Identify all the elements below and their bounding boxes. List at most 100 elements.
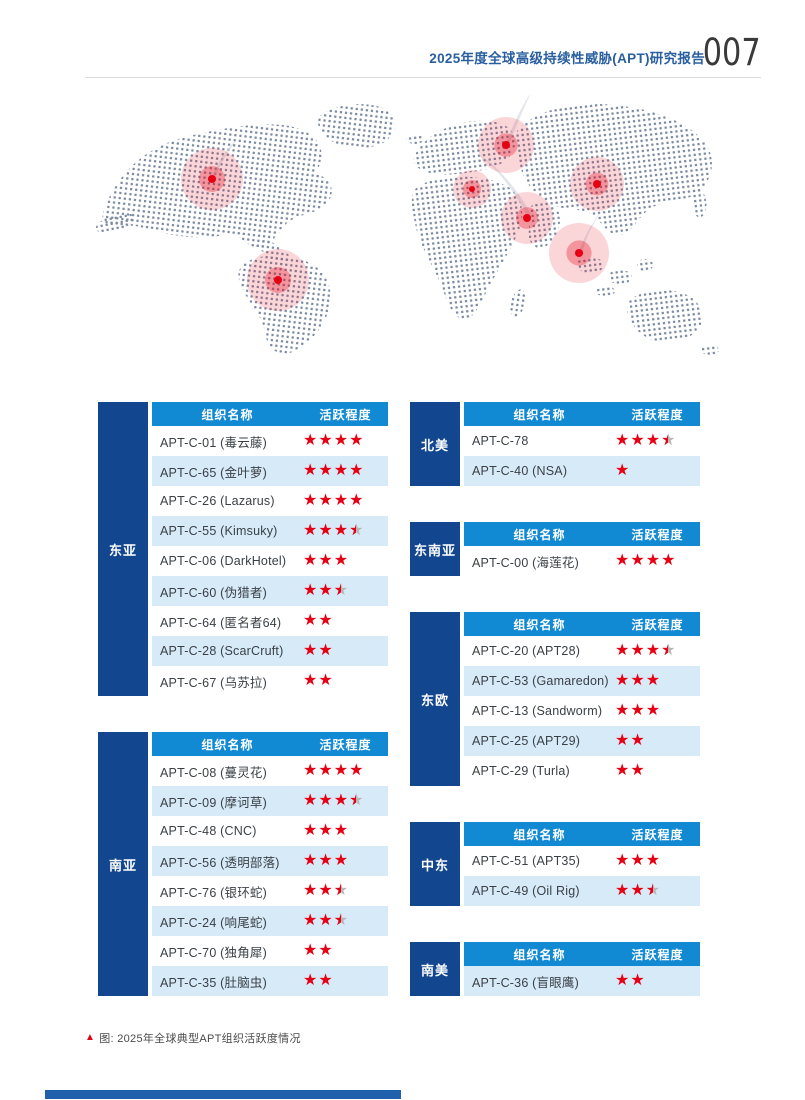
region-label: 南亚 xyxy=(98,732,148,996)
star-icon: ★ xyxy=(318,792,333,809)
star-icon: ★ xyxy=(615,702,630,719)
region-table: 东南亚 组织名称 活跃程度 APT-C-00 (海莲花) ★ ★ ★ ★ xyxy=(410,522,700,576)
star-rating: ★ ★ xyxy=(615,726,646,756)
half-star-red: ★ xyxy=(661,643,669,659)
org-name: APT-C-35 (肚脑虫) xyxy=(160,975,267,990)
star-icon: ★ xyxy=(303,462,318,479)
star-icon: ★ xyxy=(630,732,645,749)
star-icon: ★ xyxy=(303,822,318,839)
star-rating: ★ ★ ★ ★ xyxy=(303,876,349,906)
star-icon: ★ xyxy=(303,942,318,959)
star-icon: ★ xyxy=(303,582,318,599)
table-header-row: 组织名称 活跃程度 xyxy=(464,522,700,546)
table-row: APT-C-78 ★ ★ ★ ★ ★ xyxy=(464,426,700,456)
map-marker xyxy=(469,186,475,192)
half-star-red: ★ xyxy=(333,883,341,899)
star-icon: ★ xyxy=(318,822,333,839)
table-header-row: 组织名称 活跃程度 xyxy=(464,402,700,426)
org-name: APT-C-20 (APT28) xyxy=(472,644,581,658)
region-table: 北美 组织名称 活跃程度 APT-C-78 ★ ★ ★ ★ ★ APT-C-40 (NSA) ★ xyxy=(410,402,700,486)
star-rating: ★ ★ ★ ★ ★ xyxy=(615,636,676,666)
star-icon: ★ xyxy=(318,642,333,659)
star-icon: ★ xyxy=(615,462,630,479)
table-row: APT-C-09 (摩诃草) ★ ★ ★ ★ ★ xyxy=(152,786,388,816)
star-icon: ★ xyxy=(333,822,349,839)
continents-east xyxy=(406,104,719,355)
figure-caption: ▲ 图: 2025年全球典型APT组织活跃度情况 xyxy=(85,1030,301,1046)
org-name: APT-C-08 (蔓灵花) xyxy=(160,765,267,780)
report-title: 2025年度全球高级持续性威胁(APT)研究报告 xyxy=(429,51,705,66)
org-name: APT-C-48 (CNC) xyxy=(160,824,257,838)
org-name: APT-C-76 (银环蛇) xyxy=(160,885,267,900)
star-icon: ★ xyxy=(333,492,349,509)
org-name: APT-C-56 (透明部落) xyxy=(160,855,280,870)
column-header-org: 组织名称 xyxy=(201,407,254,422)
star-icon: ★ xyxy=(303,492,318,509)
star-icon: ★ xyxy=(303,972,318,989)
org-name: APT-C-67 (乌苏拉) xyxy=(160,675,267,690)
star-rating: ★ ★ ★ xyxy=(615,696,661,726)
column-header-org: 组织名称 xyxy=(513,527,566,542)
map-marker xyxy=(523,214,531,222)
table-row: APT-C-64 (匿名者64) ★ ★ xyxy=(152,606,388,636)
world-map xyxy=(95,91,719,355)
star-rating: ★ ★ ★ xyxy=(303,846,349,876)
region-label: 东欧 xyxy=(410,612,460,786)
column-header-org: 组织名称 xyxy=(513,827,566,842)
table-row: APT-C-25 (APT29) ★ ★ xyxy=(464,726,700,756)
star-rating: ★ ★ xyxy=(303,936,334,966)
star-icon: ★ xyxy=(318,942,333,959)
org-name: APT-C-51 (APT35) xyxy=(472,854,581,868)
table-row: APT-C-55 (Kimsuky) ★ ★ ★ ★ ★ xyxy=(152,516,388,546)
region-table-body: 组织名称 活跃程度 APT-C-51 (APT35) ★ ★ ★ APT-C-49 (Oil… xyxy=(464,822,700,906)
table-row: APT-C-51 (APT35) ★ ★ ★ xyxy=(464,846,700,876)
org-name: APT-C-55 (Kimsuky) xyxy=(160,524,278,538)
star-icon: ★ xyxy=(630,882,645,899)
org-name: APT-C-24 (响尾蛇) xyxy=(160,915,267,930)
star-icon: ★ xyxy=(303,762,318,779)
half-star-red: ★ xyxy=(349,793,357,809)
header-divider xyxy=(85,77,761,78)
star-icon: ★ xyxy=(303,642,318,659)
org-name: APT-C-65 (金叶萝) xyxy=(160,465,267,480)
table-row: APT-C-36 (盲眼鹰) ★ ★ xyxy=(464,966,700,996)
table-row: APT-C-24 (响尾蛇) ★ ★ ★ ★ xyxy=(152,906,388,936)
table-row: APT-C-49 (Oil Rig) ★ ★ ★ ★ xyxy=(464,876,700,906)
star-icon: ★ xyxy=(630,672,645,689)
star-icon: ★ xyxy=(615,432,630,449)
region-table: 东亚 组织名称 活跃程度 APT-C-01 (毒云藤) ★ ★ ★ ★ APT-C-65 (金叶… xyxy=(98,402,388,696)
column-header-activity: 活跃程度 xyxy=(631,947,684,962)
star-icon: ★ xyxy=(318,492,333,509)
table-row: APT-C-53 (Gamaredon) ★ ★ ★ xyxy=(464,666,700,696)
star-rating: ★ ★ ★ ★ xyxy=(615,876,661,906)
org-name: APT-C-00 (海莲花) xyxy=(472,555,579,570)
star-icon: ★ xyxy=(333,552,349,569)
region-table: 东欧 组织名称 活跃程度 APT-C-20 (APT28) ★ ★ ★ ★ ★ APT-C-53 … xyxy=(410,612,700,786)
org-name: APT-C-29 (Turla) xyxy=(472,764,570,778)
caption-triangle-icon: ▲ xyxy=(85,1032,96,1043)
column-header-org: 组织名称 xyxy=(513,617,566,632)
caption-text: 图: 2025年全球典型APT组织活跃度情况 xyxy=(99,1033,301,1045)
star-icon: ★ xyxy=(615,882,630,899)
star-rating: ★ ★ ★ xyxy=(615,666,661,696)
table-row: APT-C-26 (Lazarus) ★ ★ ★ ★ xyxy=(152,486,388,516)
star-icon: ★ xyxy=(630,852,645,869)
star-rating: ★ ★ ★ xyxy=(303,546,349,576)
org-name: APT-C-70 (独角犀) xyxy=(160,945,267,960)
region-label: 中东 xyxy=(410,822,460,906)
org-name: APT-C-64 (匿名者64) xyxy=(160,615,282,630)
star-rating: ★ ★ ★ ★ xyxy=(303,906,349,936)
star-icon: ★ xyxy=(333,462,349,479)
table-row: APT-C-76 (银环蛇) ★ ★ ★ ★ xyxy=(152,876,388,906)
region-label: 北美 xyxy=(410,402,460,486)
star-icon: ★ xyxy=(630,762,645,779)
star-icon: ★ xyxy=(645,552,661,569)
table-row: APT-C-29 (Turla) ★ ★ xyxy=(464,756,700,786)
org-name: APT-C-25 (APT29) xyxy=(472,734,581,748)
star-icon: ★ xyxy=(630,552,645,569)
region-table-body: 组织名称 活跃程度 APT-C-00 (海莲花) ★ ★ ★ ★ xyxy=(464,522,700,576)
world-map-figure xyxy=(85,91,725,365)
star-icon: ★ xyxy=(333,762,349,779)
star-icon: ★ xyxy=(630,702,645,719)
